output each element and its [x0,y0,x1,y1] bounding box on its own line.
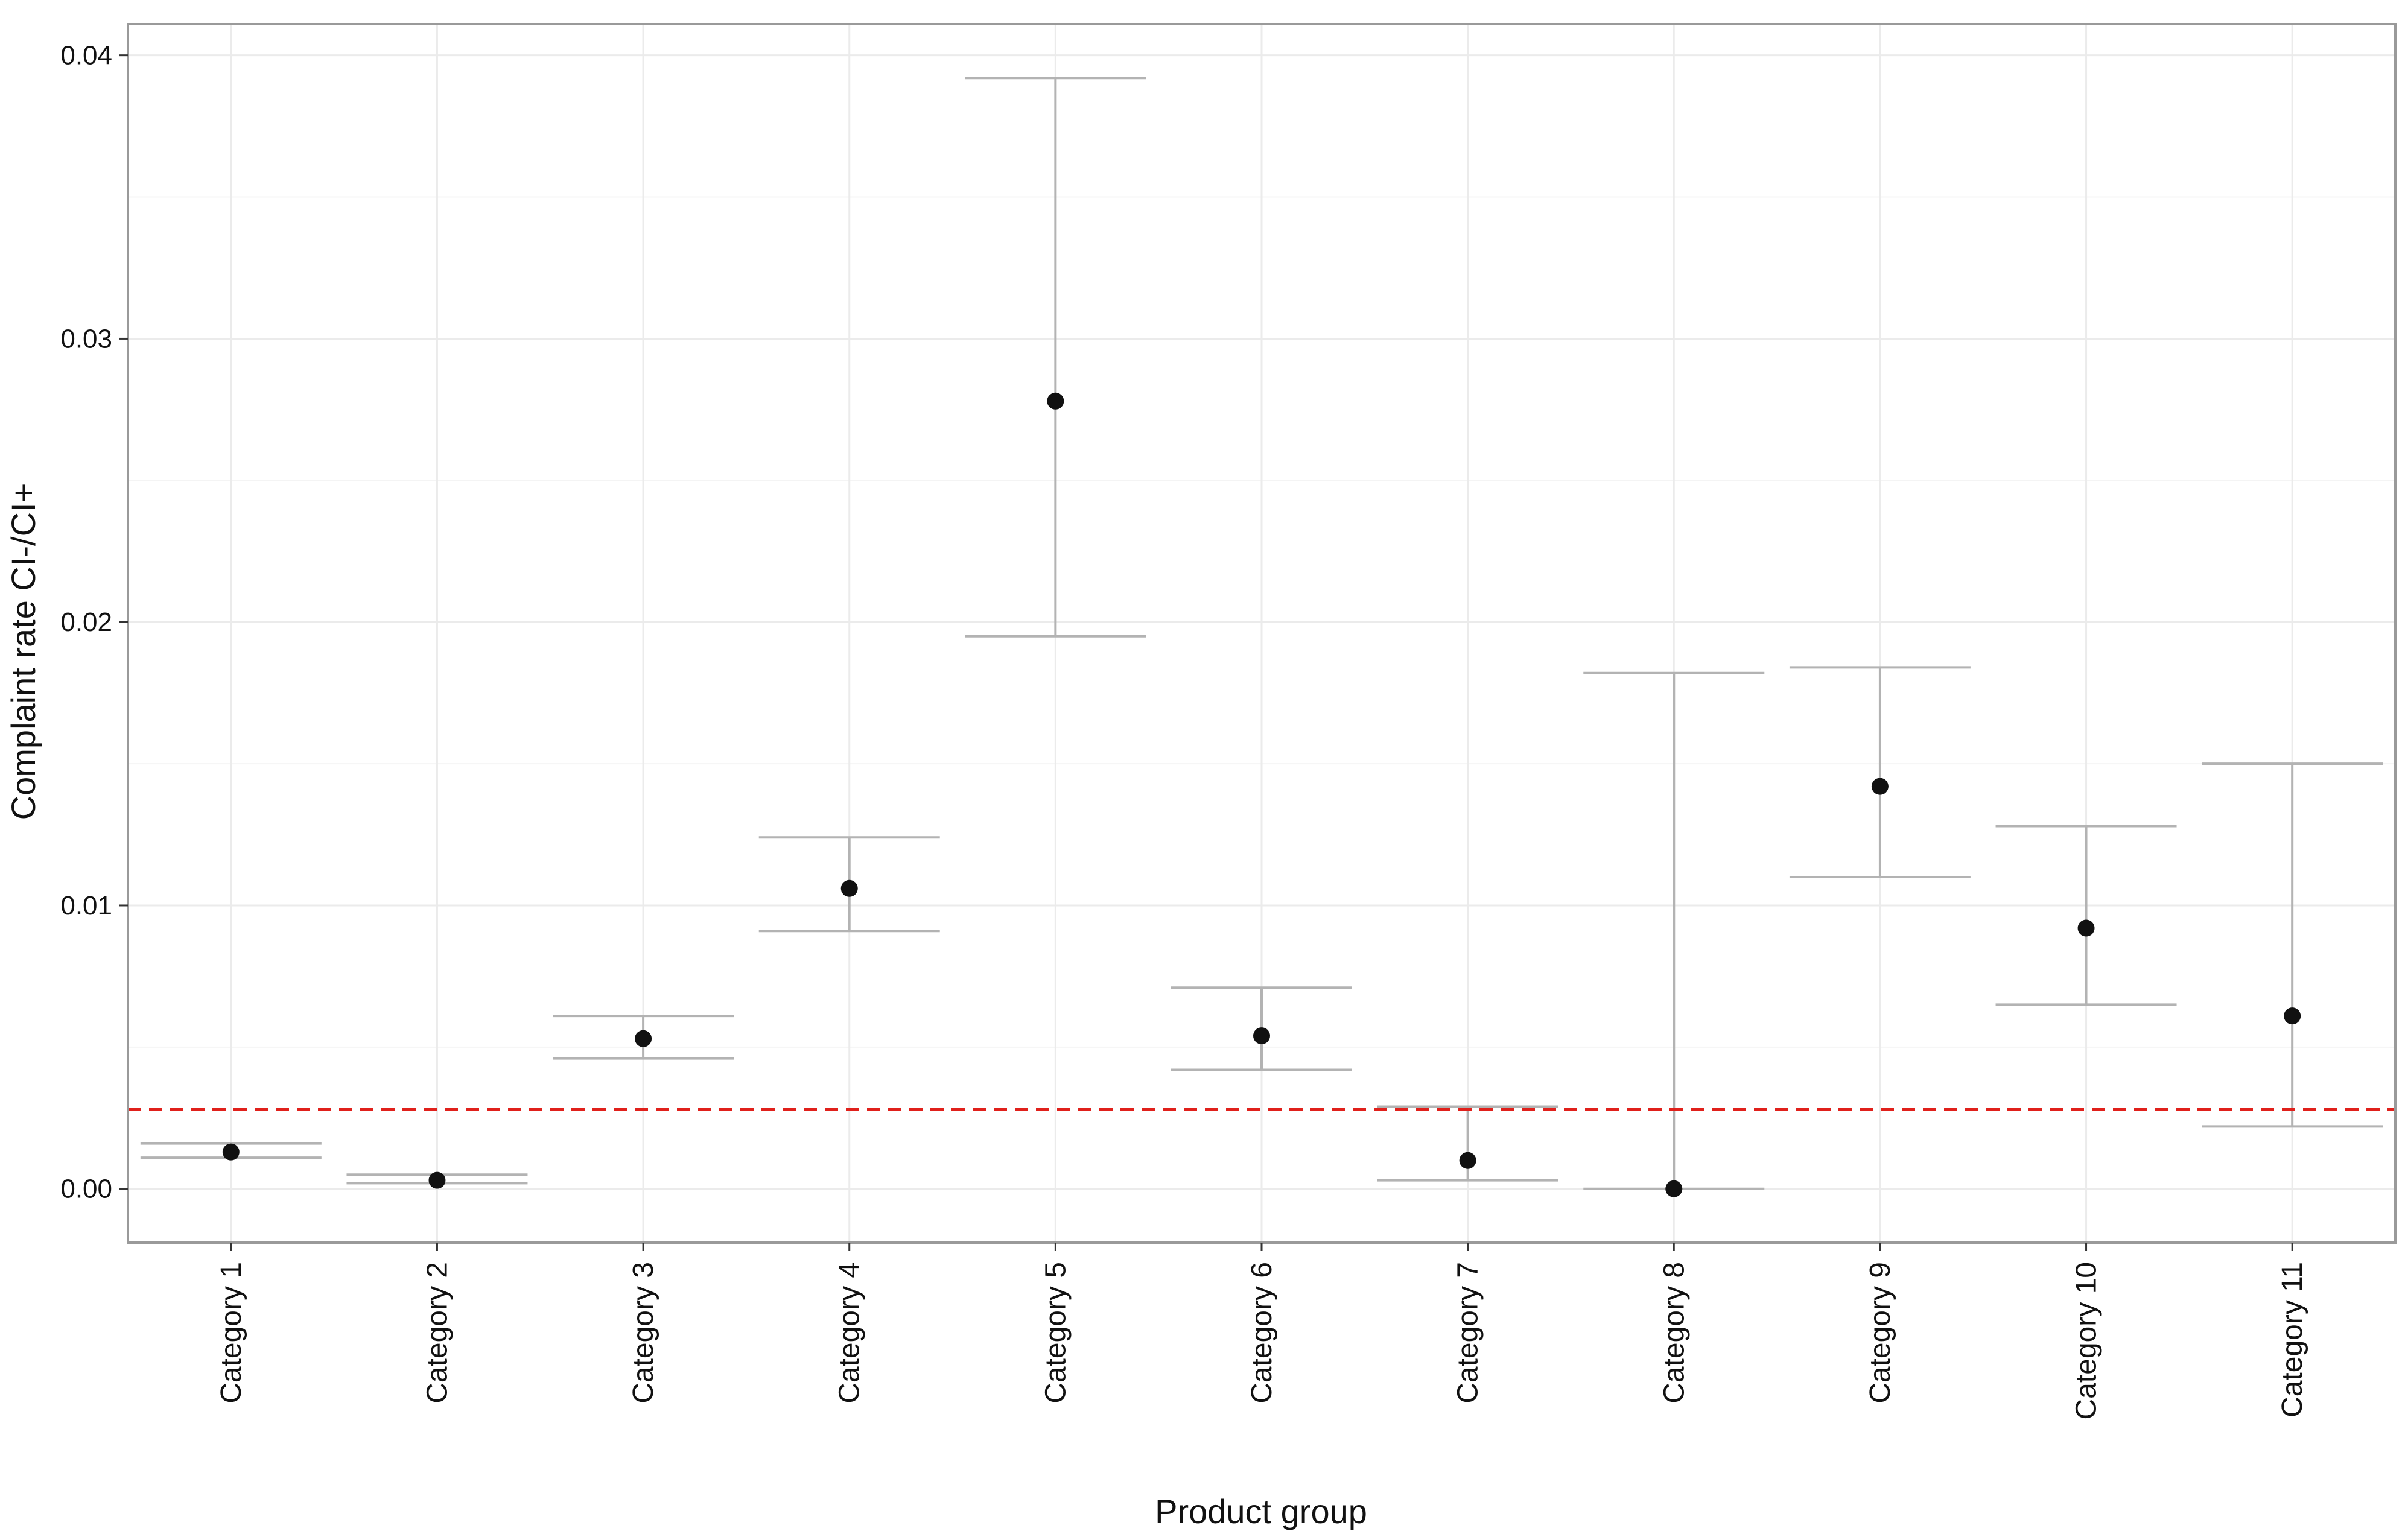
y-tick-label: 0.02 [60,607,112,637]
x-tick-label: Category 2 [421,1262,453,1404]
data-point [428,1171,446,1189]
data-point [2284,1007,2301,1025]
y-tick-label: 0.01 [60,891,112,921]
y-axis: 0.00 0.01 0.02 0.03 0.04 [60,41,128,1204]
data-point [1665,1180,1683,1197]
x-tick-label: Category 1 [215,1262,247,1404]
x-axis-title: Product group [1155,1492,1367,1530]
x-tick-label: Category 9 [1864,1262,1896,1404]
x-tick-label: Category 5 [1040,1262,1072,1404]
points [222,392,2301,1197]
y-tick-label: 0.00 [60,1174,112,1204]
data-point [840,879,858,897]
data-point [1871,778,1889,795]
data-point [1047,392,1064,410]
data-point [1459,1152,1476,1169]
data-point [222,1143,240,1161]
x-tick-label: Category 10 [2071,1262,2103,1420]
data-point [1253,1027,1270,1045]
x-axis: Category 1 Category 2 Category 3 Category 4… [215,1243,2308,1420]
x-tick-label: Category 3 [627,1262,659,1404]
x-tick-label: Category 7 [1452,1262,1484,1404]
data-point [635,1030,652,1047]
x-tick-label: Category 8 [1658,1262,1690,1404]
y-axis-title: Complaint rate CI-/CI+ [4,483,42,820]
x-tick-label: Category 6 [1246,1262,1278,1404]
data-point [2077,919,2095,937]
x-tick-label: Category 4 [834,1262,866,1404]
y-tick-label: 0.03 [60,324,112,353]
y-tick-label: 0.04 [60,41,112,71]
x-tick-label: Category 11 [2276,1262,2308,1418]
